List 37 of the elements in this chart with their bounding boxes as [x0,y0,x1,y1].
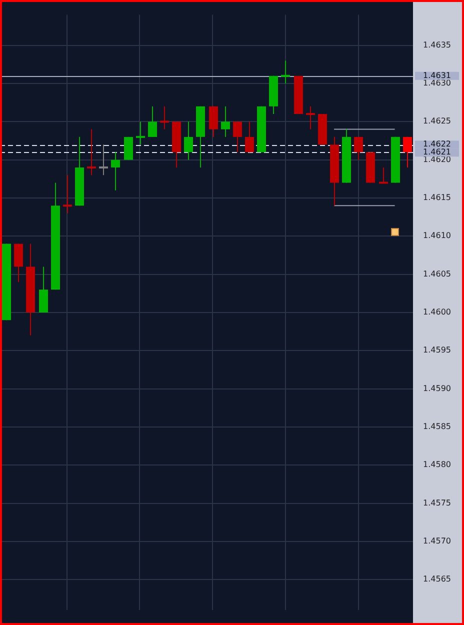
y-tick-label: 1.4625 [423,116,451,126]
y-tick-label: 1.4585 [423,422,451,432]
candlestick [136,121,145,146]
y-tick-label: 1.4635 [423,40,451,50]
candlestick [111,152,120,191]
candlestick [306,106,315,130]
candlestick [403,136,412,168]
candlestick [99,144,108,176]
candlestick [233,121,242,153]
y-tick-label: 1.4605 [423,269,451,278]
candlestick [184,121,193,160]
candlestick [379,166,388,184]
candlestick [14,243,23,282]
y-tick-label: 1.4590 [423,384,451,393]
y-tick-label: 1.4580 [423,460,451,470]
candlestick [281,60,290,84]
candlestick [209,106,218,138]
candlestick [148,106,157,138]
candlestick [354,136,363,160]
y-tick-label: 1.4630 [423,78,451,88]
candlestick [221,106,230,138]
candlestick [63,174,72,214]
candlestick [87,128,96,176]
candlestick [245,121,254,153]
y-tick-label: 1.4595 [423,346,451,355]
candlestick [124,136,133,160]
y-tick-label: 1.4615 [423,193,451,202]
y-tick-label: 1.4570 [423,536,451,546]
ref-line-label: 1.4631 [423,70,451,80]
y-tick-label: 1.4565 [423,574,451,584]
ref-line-label: 1.4622 [423,140,451,149]
y-tick-label: 1.4600 [423,308,451,317]
candlestick [39,266,48,313]
ref-line-label: 1.4621 [423,148,451,157]
y-tick-label: 1.4610 [423,231,451,240]
candlestick [160,106,169,130]
y-tick-label: 1.4575 [423,498,451,508]
